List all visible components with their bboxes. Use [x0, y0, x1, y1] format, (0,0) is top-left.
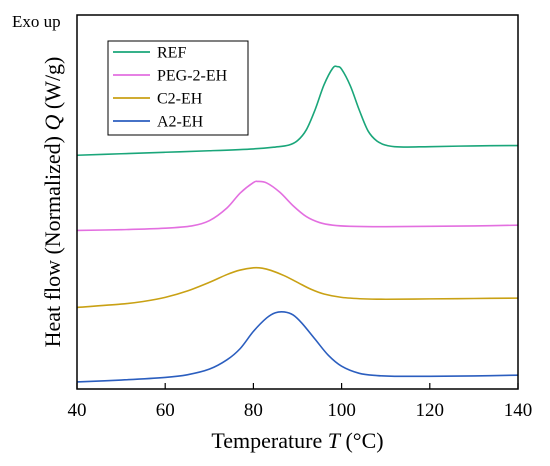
series-line-2	[76, 180, 519, 232]
series-line-3	[76, 266, 519, 309]
x-tick-label: 40	[68, 400, 87, 421]
legend-label: A2-EH	[157, 114, 204, 131]
series-line-4	[76, 310, 519, 383]
y-axis-title: Heat flow (Normalized) Q (W/g)	[40, 57, 65, 348]
exo-up-annotation: Exo up	[12, 12, 61, 31]
y-axis-unit: (W/g)	[40, 57, 65, 110]
x-axis-title: Temperature T (°C)	[211, 428, 383, 453]
legend: REF PEG-2-EH C2-EH A2-EH	[107, 40, 249, 136]
x-tick-label: 60	[156, 400, 175, 421]
x-tick-label: 80	[244, 400, 263, 421]
legend-label: C2-EH	[157, 91, 203, 108]
curves	[76, 65, 519, 383]
y-axis-symbol: Q	[40, 115, 65, 131]
x-tick-label: 120	[416, 400, 445, 421]
legend-label: REF	[157, 45, 186, 62]
x-axis-label: Temperature	[211, 428, 322, 453]
x-tick-label: 100	[327, 400, 356, 421]
plot-frame	[76, 14, 519, 390]
legend-label: PEG-2-EH	[157, 68, 228, 85]
y-axis-label: Heat flow (Normalized)	[40, 136, 65, 347]
legend-box	[107, 40, 249, 136]
x-tick-label: 140	[504, 400, 533, 421]
series-line-1	[76, 65, 519, 157]
x-axis-unit: (°C)	[345, 428, 383, 453]
x-axis-symbol: T	[328, 428, 342, 453]
x-axis: 40 60 80 100 120 140	[68, 383, 533, 421]
